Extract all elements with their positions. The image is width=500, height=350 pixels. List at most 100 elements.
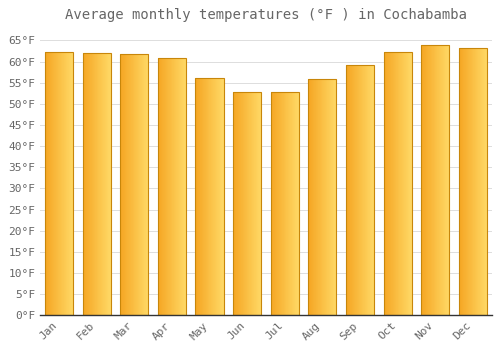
Bar [387,52,388,315]
Bar [347,65,348,315]
Bar [212,78,213,315]
Bar [313,79,314,315]
Bar [324,79,326,315]
Bar [324,79,325,315]
Bar [330,79,331,315]
Bar [295,92,296,315]
Bar [202,78,203,315]
Bar [346,65,347,315]
Bar [239,92,240,315]
Bar [274,92,276,315]
Bar [172,58,173,315]
Bar [182,58,184,315]
Bar [93,54,94,315]
Bar [247,92,248,315]
Bar [72,52,74,315]
Bar [271,92,272,315]
Bar [405,52,406,315]
Bar [316,79,318,315]
Bar [120,54,148,315]
Bar [196,78,224,315]
Bar [206,78,208,315]
Bar [204,78,205,315]
Bar [256,92,258,315]
Bar [291,92,292,315]
Bar [211,78,212,315]
Bar [243,92,244,315]
Bar [170,58,172,315]
Bar [384,52,411,315]
Bar [428,45,429,315]
Bar [288,92,289,315]
Bar [173,58,174,315]
Bar [160,58,161,315]
Bar [430,45,431,315]
Bar [477,48,478,315]
Bar [48,52,49,315]
Bar [348,65,349,315]
Bar [361,65,362,315]
Bar [183,58,184,315]
Bar [355,65,356,315]
Bar [82,54,84,315]
Bar [449,45,450,315]
Bar [254,92,255,315]
Bar [333,79,334,315]
Bar [92,54,94,315]
Bar [142,54,144,315]
Bar [436,45,437,315]
Bar [366,65,367,315]
Bar [390,52,391,315]
Bar [105,54,106,315]
Bar [464,48,465,315]
Bar [246,92,248,315]
Bar [58,52,59,315]
Bar [258,92,259,315]
Bar [439,45,440,315]
Bar [421,45,422,315]
Bar [331,79,332,315]
Bar [444,45,445,315]
Bar [137,54,138,315]
Bar [109,54,110,315]
Bar [426,45,427,315]
Bar [326,79,327,315]
Bar [129,54,130,315]
Bar [144,54,145,315]
Bar [253,92,254,315]
Bar [323,79,324,315]
Bar [215,78,216,315]
Bar [287,92,288,315]
Bar [64,52,65,315]
Bar [88,54,90,315]
Bar [372,65,373,315]
Bar [410,52,411,315]
Bar [163,58,164,315]
Bar [51,52,52,315]
Bar [123,54,124,315]
Bar [360,65,362,315]
Bar [185,58,186,315]
Bar [159,58,160,315]
Bar [466,48,467,315]
Bar [82,54,110,315]
Bar [406,52,408,315]
Bar [66,52,67,315]
Bar [473,48,474,315]
Bar [315,79,316,315]
Bar [170,58,171,315]
Bar [395,52,396,315]
Bar [63,52,64,315]
Bar [87,54,88,315]
Bar [122,54,123,315]
Bar [407,52,408,315]
Bar [68,52,70,315]
Bar [56,52,57,315]
Bar [167,58,168,315]
Bar [131,54,132,315]
Bar [410,52,412,315]
Bar [218,78,220,315]
Bar [408,52,409,315]
Bar [158,58,186,315]
Bar [350,65,351,315]
